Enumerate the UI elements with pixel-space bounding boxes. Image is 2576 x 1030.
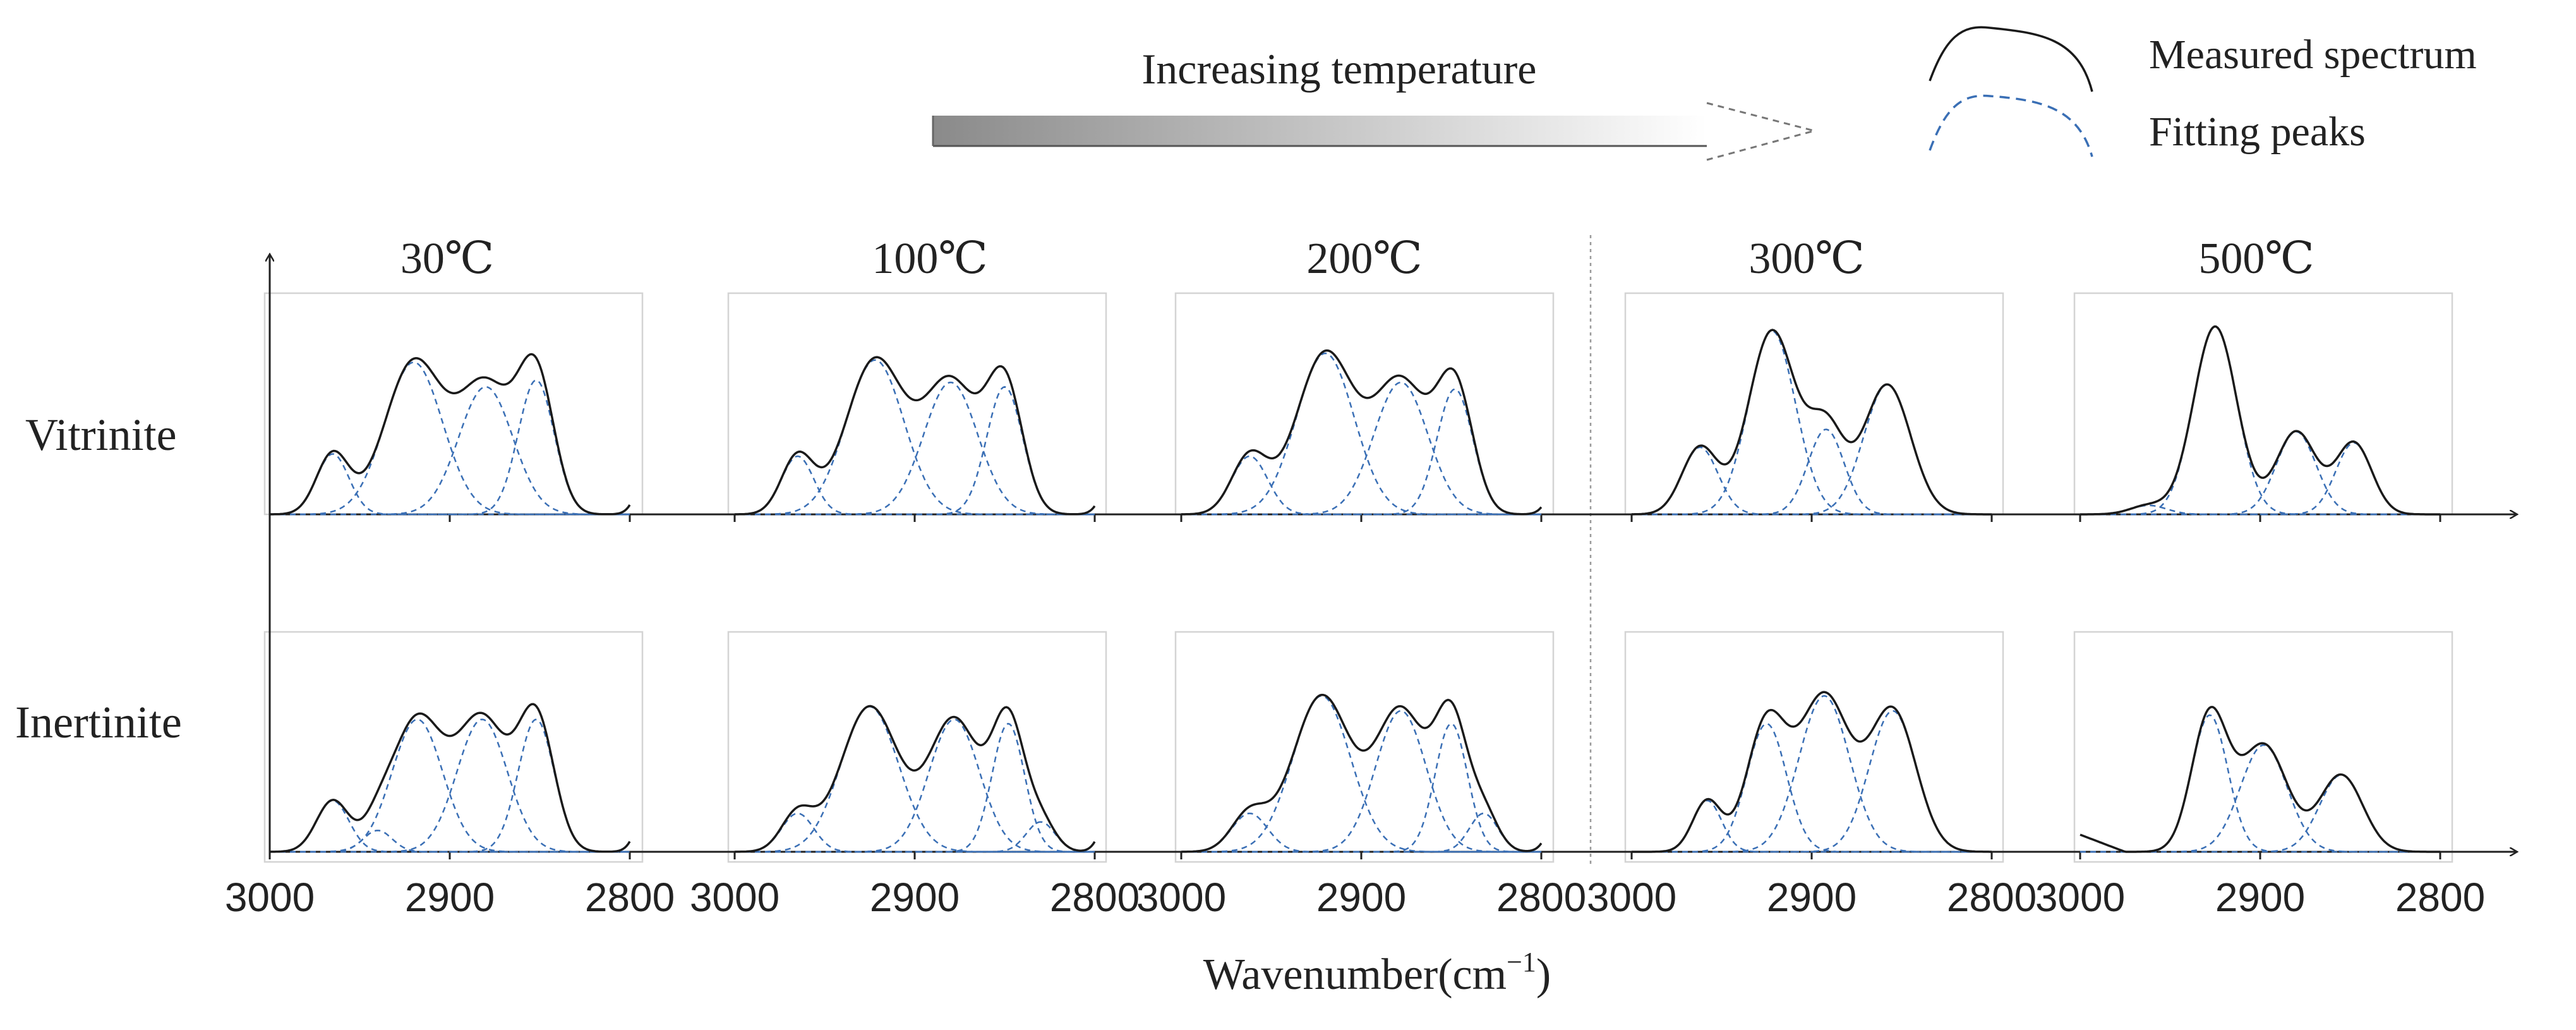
- temp-label-200: 200℃: [1306, 234, 1422, 283]
- x-tick-label: 2800: [1050, 875, 1140, 920]
- fitting-peak-vitrinite-4: [1181, 388, 1541, 516]
- measured-spectrum-inertinite-5: [2079, 706, 2440, 853]
- x-tick-label: 2900: [1767, 875, 1857, 920]
- fitting-peak-inertinite-5: [270, 718, 630, 853]
- x-axis-title-close: ): [1536, 950, 1551, 999]
- x-axis-title-sup: −1: [1507, 947, 1536, 978]
- measured-spectrum-inertinite-1: [269, 703, 631, 853]
- measured-spectrum-vitrinite-3: [1181, 349, 1543, 516]
- fitting-peak-inertinite-5: [735, 821, 1095, 853]
- measured-spectrum-vitrinite-2: [734, 356, 1096, 516]
- x-tick-label: 3000: [1587, 875, 1676, 920]
- measured-spectrum-inertinite-2: [734, 705, 1096, 853]
- spectra: [269, 325, 2440, 853]
- x-tick-label: 2900: [1316, 875, 1406, 920]
- legend-fitting-label: Fitting peaks: [2149, 109, 2366, 155]
- fitting-peak-inertinite-3: [270, 718, 630, 853]
- fitting-peak-inertinite-4: [270, 718, 630, 853]
- fitting-peak-vitrinite-3: [1632, 428, 1992, 516]
- x-tick-label: 2800: [1496, 875, 1586, 920]
- fitting-peak-vitrinite-3: [2080, 430, 2440, 516]
- fitting-peak-inertinite-2: [735, 706, 1095, 853]
- x-axis-title-main: Wavenumber(cm: [1203, 950, 1507, 999]
- fitting-peak-vitrinite-4: [2080, 442, 2440, 516]
- fitting-peak-vitrinite-1: [1181, 455, 1541, 516]
- fitting-peak-vitrinite-2: [1632, 330, 1992, 516]
- fitting-peak-vitrinite-3: [735, 381, 1095, 516]
- fitting-peak-inertinite-2: [1181, 695, 1541, 853]
- legend-measured-swatch: [1929, 26, 2093, 92]
- fitting-peak-vitrinite-3: [1181, 381, 1541, 516]
- measured-spectrum-vitrinite-1: [270, 353, 631, 516]
- fitting-peak-vitrinite-1: [1632, 446, 1992, 516]
- fitting-peak-inertinite-1: [735, 812, 1095, 853]
- temperature-arrow-label: Increasing temperature: [1142, 45, 1537, 93]
- measured-spectrum-vitrinite-5: [2080, 325, 2440, 516]
- fitting-peak-inertinite-1: [2080, 714, 2440, 853]
- fitting-peak-inertinite-3: [735, 718, 1095, 853]
- legend-fitting-swatch: [1929, 94, 2093, 157]
- fitting-peak-inertinite-4: [735, 722, 1095, 853]
- axes: [270, 254, 2517, 852]
- fitting-peak-vitrinite-4: [1632, 384, 1992, 516]
- fitting-peak-inertinite-2: [270, 829, 630, 853]
- x-tick-label: 2900: [870, 875, 960, 920]
- row-label-vitrinite: Vitrinite: [25, 409, 177, 460]
- temp-label-300: 300℃: [1748, 234, 1864, 283]
- fitting-peak-inertinite-2: [2080, 744, 2440, 853]
- fitting-peak-inertinite-3: [1181, 710, 1541, 853]
- x-tick-label: 3000: [1136, 875, 1226, 920]
- temp-label-30: 30℃: [400, 234, 494, 283]
- fitting-peak-vitrinite-3: [270, 385, 630, 516]
- fitting-peak-inertinite-3: [2080, 774, 2440, 853]
- legend: Measured spectrum Fitting peaks: [1929, 26, 2477, 157]
- measured-spectrum-inertinite-4: [1632, 691, 1992, 853]
- temp-label-500: 500℃: [2198, 234, 2314, 283]
- x-tick-label: 3000: [690, 875, 779, 920]
- fitting-peak-vitrinite-2: [2080, 325, 2440, 516]
- x-tick-label: 2900: [405, 875, 495, 920]
- x-tick-label: 3000: [2035, 875, 2125, 920]
- fitting-peak-vitrinite-2: [735, 359, 1095, 516]
- x-tick-label: 2800: [1947, 875, 2037, 920]
- fitting-peak-vitrinite-4: [270, 379, 630, 516]
- fitting-peak-inertinite-4: [1181, 722, 1541, 853]
- measured-spectrum-inertinite-3: [1181, 693, 1543, 853]
- legend-measured-label: Measured spectrum: [2149, 32, 2477, 78]
- panel-frames: [263, 292, 2453, 863]
- fitting-peak-inertinite-5: [1181, 812, 1541, 853]
- fitting-peak-inertinite-3: [1632, 695, 1992, 853]
- fitting-peak-inertinite-2: [1632, 723, 1992, 853]
- row-label-inertinite: Inertinite: [15, 697, 182, 748]
- x-tick-label: 3000: [225, 875, 315, 920]
- fitting-peak-inertinite-1: [1632, 799, 1992, 853]
- fitting-peak-inertinite-1: [1181, 812, 1541, 853]
- fitting-peak-vitrinite-2: [270, 361, 630, 516]
- x-tick-label: 2800: [2395, 875, 2485, 920]
- measured-spectrum-vitrinite-4: [1632, 329, 1992, 516]
- x-tick-label: 2800: [585, 875, 675, 920]
- fitting-peak-vitrinite-2: [1181, 352, 1541, 516]
- temp-label-100: 100℃: [872, 234, 987, 283]
- x-tick-label: 2900: [2215, 875, 2305, 920]
- x-axis-title: Wavenumber(cm−1): [1203, 947, 1551, 999]
- temperature-arrow: [932, 102, 1818, 161]
